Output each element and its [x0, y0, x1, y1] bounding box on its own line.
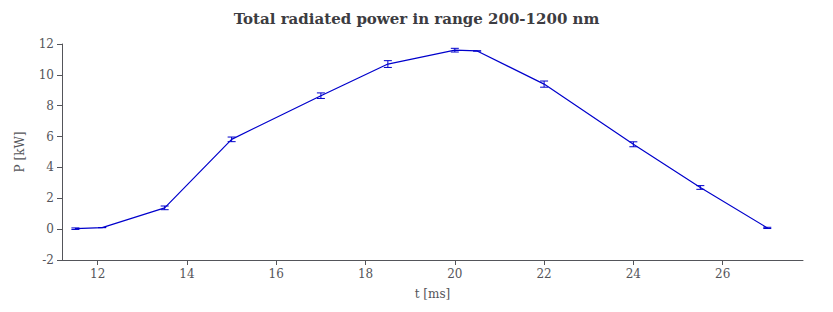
svg-text:26: 26 — [715, 267, 730, 281]
svg-text:-2: -2 — [42, 253, 54, 267]
svg-text:2: 2 — [46, 191, 54, 205]
svg-text:8: 8 — [46, 99, 54, 113]
svg-text:24: 24 — [626, 267, 642, 281]
svg-text:10: 10 — [39, 68, 54, 82]
svg-text:18: 18 — [358, 267, 373, 281]
svg-text:P [kW]: P [kW] — [13, 132, 27, 173]
svg-text:22: 22 — [536, 267, 551, 281]
svg-text:4: 4 — [46, 160, 54, 174]
svg-text:0: 0 — [46, 222, 54, 236]
svg-text:6: 6 — [46, 130, 54, 144]
svg-text:t [ms]: t [ms] — [415, 287, 451, 301]
svg-text:14: 14 — [179, 267, 195, 281]
svg-text:20: 20 — [447, 267, 462, 281]
svg-text:12: 12 — [39, 37, 54, 51]
svg-text:16: 16 — [269, 267, 284, 281]
svg-text:Total radiated power in range: Total radiated power in range 200-1200 n… — [234, 10, 600, 28]
svg-text:12: 12 — [90, 267, 105, 281]
